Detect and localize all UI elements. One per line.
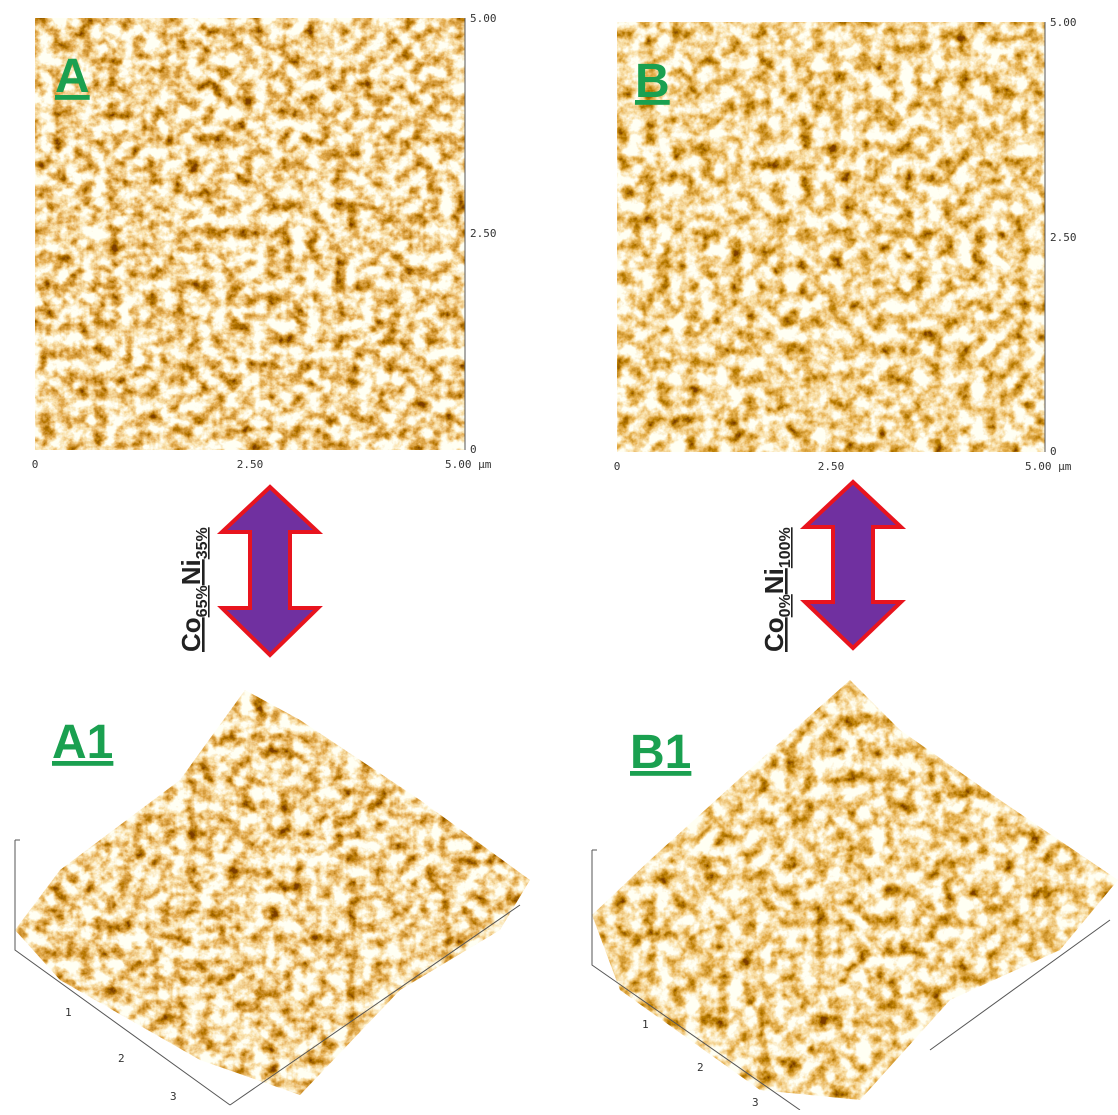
y-tick-label: 5.00 [1050, 16, 1077, 29]
x-tick-label: 5.00 µm [445, 458, 492, 471]
x-tick-label: 0 [32, 458, 39, 471]
panel-label: A [55, 50, 90, 103]
subscript: 65% [194, 585, 211, 617]
axis-tick-label: 2 [697, 1061, 704, 1074]
x-tick-label: 2.50 [237, 458, 264, 471]
composition-label: Co0%Ni100% [759, 527, 794, 652]
element: Ni [176, 559, 206, 585]
subscript: 35% [194, 527, 211, 559]
panel-label: A1 [52, 716, 113, 769]
axis-tick-label: 2 [118, 1052, 125, 1065]
axis-tick-label: 3 [170, 1090, 177, 1103]
panel-label: B [635, 55, 670, 108]
element: Co [176, 617, 206, 652]
figure: 5.00 2.50 0 0 2.50 5.00 µm A 5.00 2.50 0… [0, 0, 1118, 1110]
y-tick-label: 2.50 [1050, 231, 1077, 244]
subscript: 0% [777, 594, 794, 617]
subscript: 100% [777, 527, 794, 568]
element: Ni [759, 568, 789, 594]
y-tick-label: 5.00 [470, 12, 497, 25]
y-tick-label: 2.50 [470, 227, 497, 240]
afm-image [35, 18, 465, 450]
x-tick-label: 5.00 µm [1025, 460, 1072, 473]
axis-tick-label: 1 [65, 1006, 72, 1019]
y-tick-label: 0 [470, 443, 477, 456]
element: Co [759, 617, 789, 652]
x-tick-label: 2.50 [818, 460, 845, 473]
panel-label: B1 [630, 726, 691, 779]
axis-tick-label: 3 [752, 1096, 759, 1109]
afm-image [617, 22, 1045, 452]
y-tick-label: 0 [1050, 445, 1057, 458]
axis-tick-label: 1 [642, 1018, 649, 1031]
composition-label: Co65%Ni35% [176, 527, 211, 652]
double-arrow [222, 487, 318, 655]
double-arrow [805, 482, 901, 648]
x-tick-label: 0 [614, 460, 621, 473]
